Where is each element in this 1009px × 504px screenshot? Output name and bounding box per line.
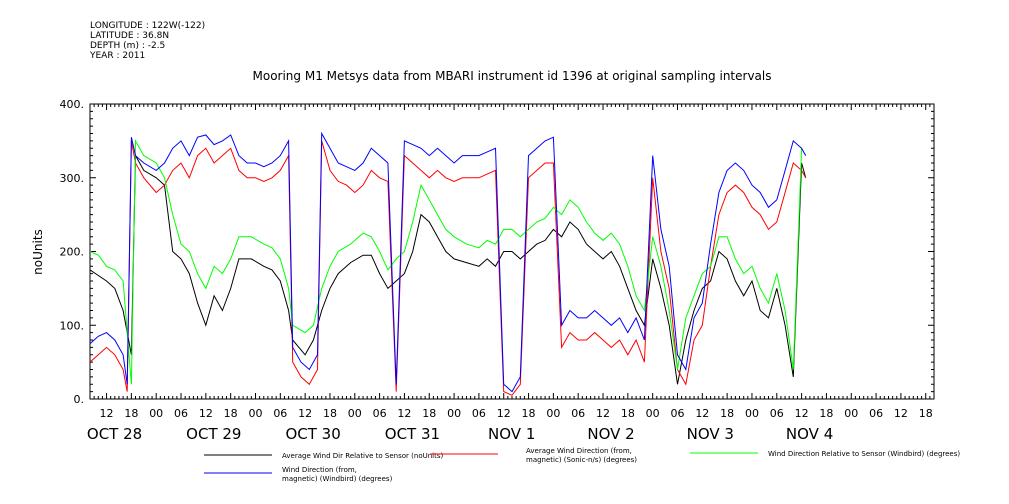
x-tick-label: 00 (546, 407, 560, 420)
x-day-label: NOV 2 (587, 425, 634, 443)
x-tick-label: 00 (646, 407, 660, 420)
x-tick-label: 00 (149, 407, 163, 420)
meta-longitude: LONGITUDE : 122W(-122) (90, 21, 206, 31)
x-tick-label: 12 (795, 407, 809, 420)
x-tick-label: 18 (522, 407, 536, 420)
x-tick-label: 12 (100, 407, 114, 420)
x-tick-label: 06 (174, 407, 188, 420)
x-tick-label: 12 (695, 407, 709, 420)
x-tick-label: 12 (894, 407, 908, 420)
x-tick-label: 18 (224, 407, 238, 420)
x-day-label: NOV 4 (786, 425, 833, 443)
x-day-label: OCT 28 (87, 425, 142, 443)
series-line-3 (90, 139, 807, 385)
legend-label-2-line2: magnetic) (Sonic-n/s) (degrees) (526, 456, 637, 464)
x-tick-label: 00 (844, 407, 858, 420)
series-line-4 (90, 131, 807, 393)
x-day-label: NOV 1 (488, 425, 535, 443)
series-line-1 (90, 153, 807, 385)
x-tick-label: 00 (348, 407, 362, 420)
series-layer (90, 131, 807, 396)
legend-label-3: Wind Direction Relative to Sensor (Windb… (768, 450, 960, 458)
x-tick-label: 06 (770, 407, 784, 420)
x-tick-label: 18 (422, 407, 436, 420)
x-day-label: OCT 30 (285, 425, 340, 443)
x-tick-label: 12 (199, 407, 213, 420)
x-tick-label: 18 (819, 407, 833, 420)
x-tick-label: 06 (571, 407, 585, 420)
x-tick-label: 06 (670, 407, 684, 420)
x-tick-label: 12 (298, 407, 312, 420)
x-day-label: OCT 29 (186, 425, 241, 443)
x-tick-label: 18 (621, 407, 635, 420)
x-tick-label: 12 (596, 407, 610, 420)
x-tick-label: 00 (248, 407, 262, 420)
legend: Average Wind Dir Relative to Sensor (noU… (204, 447, 960, 483)
x-tick-label: 06 (869, 407, 883, 420)
series-line-2 (90, 140, 807, 396)
legend-label-4: Wind Direction (from, (282, 466, 357, 474)
x-tick-label: 00 (447, 407, 461, 420)
x-tick-label: 12 (497, 407, 511, 420)
meta-latitude: LATITUDE : 36.8N (90, 31, 170, 41)
legend-label-1: Average Wind Dir Relative to Sensor (noU… (282, 452, 443, 460)
x-day-label: NOV 3 (687, 425, 734, 443)
chart-title: Mooring M1 Metsys data from MBARI instru… (253, 69, 772, 83)
legend-label-4-line2: magnetic) (Windbird) (degrees) (282, 475, 393, 483)
meta-year: YEAR : 2011 (90, 51, 146, 61)
y-tick-label: 100. (60, 319, 85, 332)
y-tick-label: 400. (60, 98, 85, 111)
y-tick-label: 200. (60, 246, 85, 259)
x-tick-label: 06 (472, 407, 486, 420)
meta-depth: DEPTH (m) : -2.5 (90, 41, 166, 51)
x-tick-label: 18 (720, 407, 734, 420)
y-tick-label: 300. (60, 172, 85, 185)
x-tick-label: 00 (745, 407, 759, 420)
x-tick-label: 18 (323, 407, 337, 420)
x-tick-label: 06 (373, 407, 387, 420)
x-day-label: OCT 31 (385, 425, 440, 443)
x-tick-label: 06 (273, 407, 287, 420)
legend-label-2: Average Wind Direction (from, (526, 447, 632, 455)
x-tick-label: 12 (397, 407, 411, 420)
y-tick-label: 0. (74, 393, 85, 406)
x-tick-label: 18 (124, 407, 138, 420)
y-axis-label: noUnits (31, 229, 45, 275)
x-tick-label: 18 (919, 407, 933, 420)
axes: 12 18 00 06 12 18 00 06 12 18 00 06 12 18 00 06 12 18 00 06… (60, 98, 935, 443)
